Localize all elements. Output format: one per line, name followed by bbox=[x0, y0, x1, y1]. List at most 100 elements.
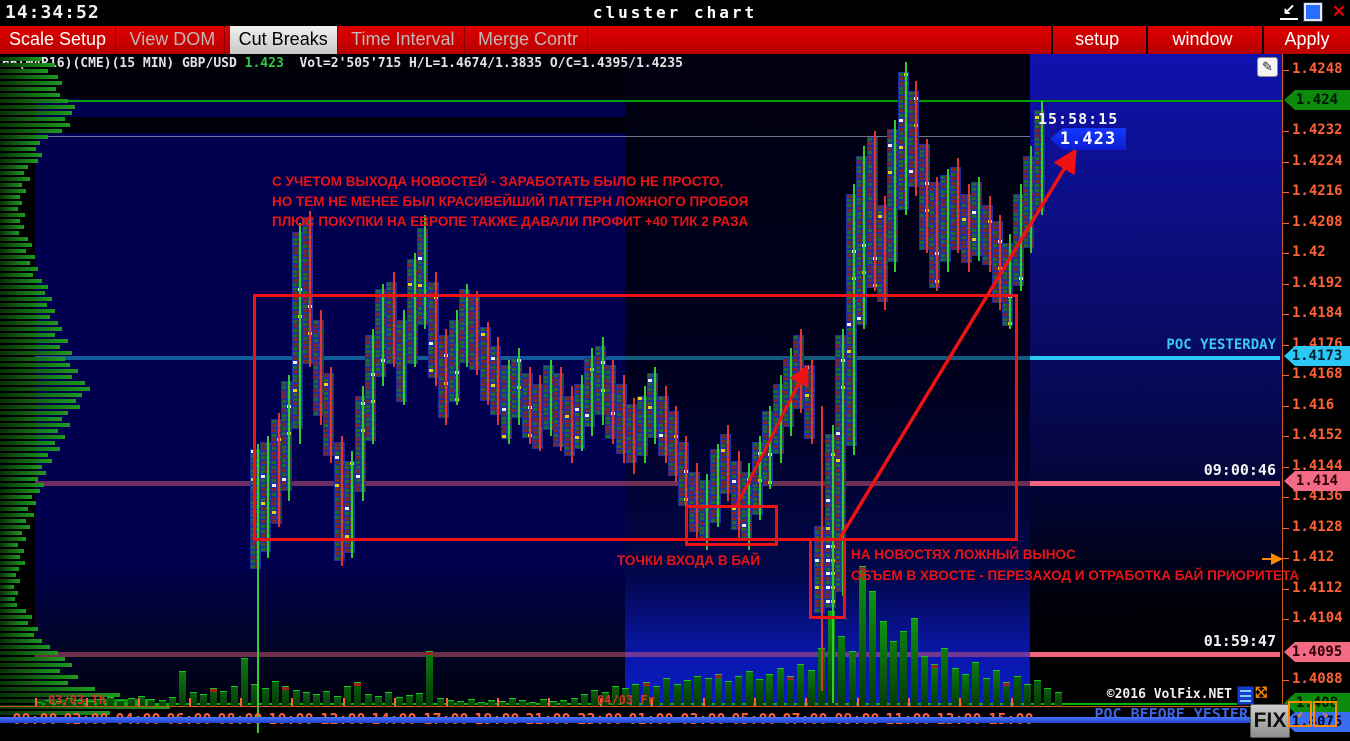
volume-bar bbox=[756, 679, 763, 707]
profile-bar bbox=[0, 189, 26, 193]
volume-bar bbox=[519, 700, 527, 707]
edit-pencil-icon[interactable]: ✎ bbox=[1257, 57, 1278, 77]
volume-bar bbox=[76, 700, 84, 707]
volume-bar bbox=[282, 686, 290, 707]
volume-bar bbox=[560, 700, 568, 707]
chart-bg-right-panel[interactable] bbox=[1030, 54, 1282, 706]
menu-tab-scale-setup[interactable]: Scale Setup bbox=[0, 26, 117, 54]
profile-bar bbox=[0, 603, 17, 607]
volume-bar bbox=[992, 670, 1000, 707]
resize-corner-icon-left[interactable]: ↙ bbox=[1288, 701, 1312, 727]
profile-bar bbox=[0, 423, 70, 427]
candle-wick-down bbox=[915, 81, 918, 196]
volume-bar bbox=[725, 681, 733, 707]
volume-bar bbox=[900, 631, 908, 707]
candle-wick-down bbox=[309, 211, 312, 368]
profile-bar bbox=[0, 321, 58, 325]
volume-bar bbox=[745, 671, 753, 707]
candle-wick-up bbox=[894, 119, 897, 273]
volume-bar bbox=[828, 611, 836, 707]
profile-bar bbox=[0, 111, 72, 115]
level-poc-yesterday bbox=[1030, 356, 1280, 360]
profile-bar bbox=[0, 81, 62, 85]
profile-bar bbox=[0, 93, 60, 97]
menu-button-setup[interactable]: setup bbox=[1051, 26, 1141, 54]
volume-bar bbox=[663, 678, 671, 707]
volume-bar bbox=[477, 702, 485, 707]
profile-bar bbox=[0, 405, 80, 409]
profile-bar bbox=[0, 513, 34, 517]
profile-bar bbox=[0, 105, 75, 109]
price-tick bbox=[1283, 558, 1289, 559]
volume-bar bbox=[230, 686, 238, 707]
profile-bar bbox=[0, 63, 55, 67]
profile-bar bbox=[0, 699, 150, 703]
level-high-level bbox=[35, 100, 1282, 102]
volume-bar bbox=[539, 699, 547, 707]
profile-bar bbox=[0, 519, 26, 523]
profile-bar bbox=[0, 231, 19, 235]
close-icon[interactable]: ✕ bbox=[1331, 2, 1347, 21]
clock: 14:34:52 bbox=[5, 2, 100, 23]
volume-bar bbox=[1044, 688, 1052, 707]
maximize-icon[interactable] bbox=[1303, 2, 1323, 22]
volume-bar bbox=[611, 686, 619, 707]
volume-bar bbox=[148, 699, 156, 707]
volume-bar bbox=[426, 651, 434, 707]
volume-bar bbox=[189, 692, 197, 707]
annotation-rect-entries bbox=[685, 505, 778, 546]
volume-bar bbox=[107, 697, 115, 707]
candle-wick-down bbox=[936, 176, 939, 292]
depth-list-icon[interactable] bbox=[1237, 686, 1254, 705]
volume-bar bbox=[55, 701, 63, 707]
price-tick bbox=[1283, 162, 1289, 163]
menu-tab-view-dom[interactable]: View DOM bbox=[121, 26, 226, 54]
volume-bar bbox=[683, 680, 691, 707]
profile-bar bbox=[0, 525, 30, 529]
copyright-label: ©2016 VolFix.NET bbox=[1106, 687, 1232, 702]
volume-bar bbox=[529, 702, 537, 707]
price-tag: 1.424 bbox=[1284, 90, 1350, 110]
volume-bar bbox=[488, 700, 496, 707]
candle-wick-down bbox=[967, 184, 970, 273]
volume-bar bbox=[354, 682, 362, 707]
profile-bar bbox=[0, 501, 36, 505]
annotation-news-label: НА НОВОСТЯХ ЛОЖНЫЙ ВЫНОС ОБЪЕМ В ХВОСТЕ … bbox=[851, 544, 1299, 586]
volume-bar bbox=[580, 694, 588, 707]
volume-bar bbox=[735, 676, 743, 707]
volume-bar bbox=[622, 688, 630, 707]
time-tick bbox=[240, 698, 242, 706]
menu-tab-time-interval[interactable]: Time Interval bbox=[342, 26, 465, 54]
price-tick bbox=[1283, 314, 1289, 315]
profile-bar bbox=[0, 129, 62, 133]
menu-tab-cut-breaks[interactable]: Cut Breaks bbox=[229, 26, 338, 54]
profile-bar bbox=[0, 345, 60, 349]
resize-corner-icon-right[interactable]: ↘ bbox=[1313, 701, 1337, 727]
menu-button-apply[interactable]: Apply bbox=[1262, 26, 1350, 54]
expand-icon-glyph-a: ⤢ bbox=[1255, 684, 1268, 701]
minimize-icon[interactable]: ↙ bbox=[1280, 2, 1298, 20]
expand-icon[interactable]: ⤢ ⤡ bbox=[1255, 684, 1275, 704]
price-tick bbox=[1283, 619, 1289, 620]
price-tick bbox=[1283, 131, 1289, 132]
volume-bar bbox=[786, 676, 794, 707]
window-title: cluster chart bbox=[592, 3, 758, 22]
candle-wick-up bbox=[946, 169, 949, 272]
profile-bar bbox=[0, 165, 28, 169]
annotation-note-line2: НО ТЕМ НЕ МЕНЕЕ БЫЛ КРАСИВЕЙШИЙ ПАТТЕРН … bbox=[272, 194, 749, 209]
profile-bar bbox=[0, 297, 52, 301]
profile-bar bbox=[0, 177, 30, 181]
profile-bar bbox=[0, 411, 68, 415]
price-tick-label: 1.42 bbox=[1292, 244, 1326, 260]
menu-button-window[interactable]: window bbox=[1145, 26, 1258, 54]
profile-bar bbox=[0, 483, 44, 487]
volume-bar bbox=[127, 698, 135, 707]
price-tick-label: 1.4224 bbox=[1292, 153, 1343, 169]
volume-bar bbox=[601, 692, 609, 707]
price-tick-label: 1.4216 bbox=[1292, 183, 1343, 199]
candle-wick-down bbox=[988, 195, 991, 273]
volume-bar bbox=[447, 700, 454, 707]
menu-tab-merge-contr[interactable]: Merge Contr bbox=[469, 26, 589, 54]
profile-bar bbox=[0, 369, 78, 373]
price-tick-label: 1.4184 bbox=[1292, 305, 1343, 321]
